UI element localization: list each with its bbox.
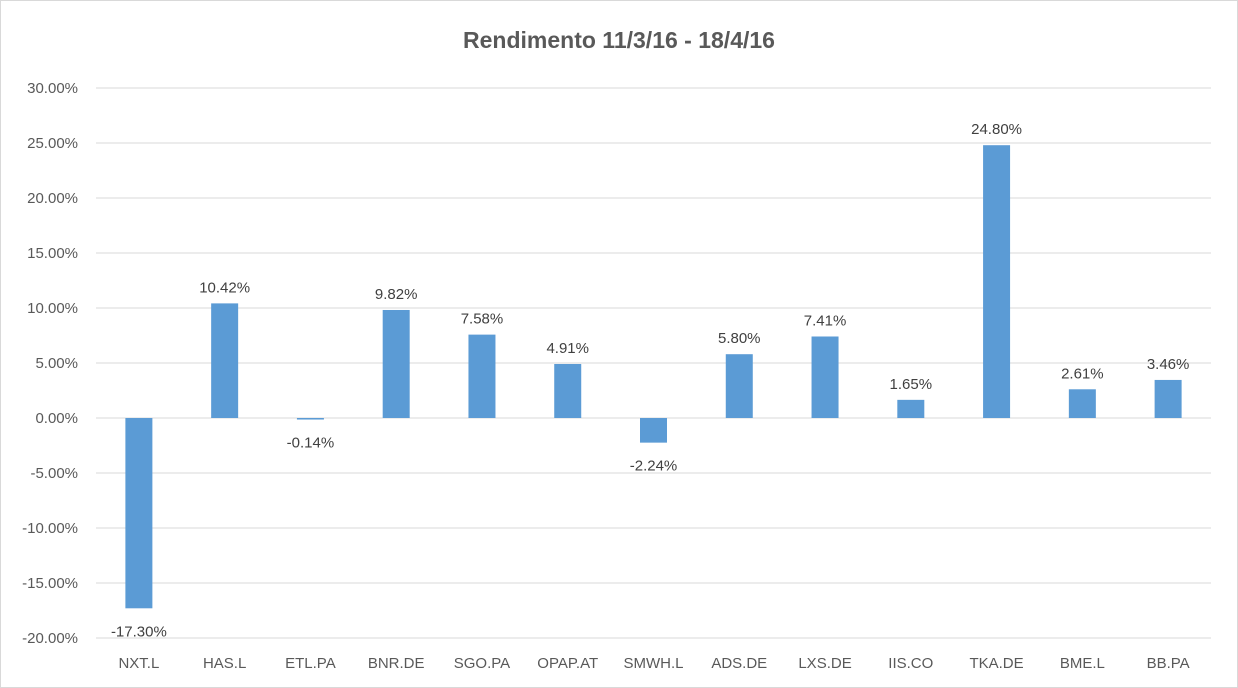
chart-title: Rendimento 11/3/16 - 18/4/16: [463, 27, 775, 53]
x-tick-label: LXS.DE: [798, 655, 851, 672]
x-tick-label: BME.L: [1060, 655, 1105, 672]
y-tick-label: 30.00%: [27, 80, 78, 97]
x-tick-label: HAS.L: [203, 655, 246, 672]
data-labels: -17.30% 10.42% -0.14% 9.82% 7.58% 4.91% -2.24%…: [111, 121, 1189, 640]
bar: [468, 334, 496, 418]
y-tick-label: 25.00%: [27, 135, 78, 152]
y-tick-label: 20.00%: [27, 190, 78, 207]
bar: [983, 145, 1011, 418]
bar: [725, 354, 753, 418]
y-tick-label: -5.00%: [30, 465, 78, 482]
y-tick-label: -20.00%: [22, 630, 78, 647]
x-tick-label: SMWH.L: [624, 655, 684, 672]
x-axis-tick-labels: NXT.L HAS.L ETL.PA BNR.DE SGO.PA OPAP.AT SMWH.…: [118, 655, 1189, 672]
gridlines: [96, 87, 1211, 639]
y-tick-label: 5.00%: [35, 355, 78, 372]
data-label: -2.24%: [630, 458, 678, 475]
data-label: -17.30%: [111, 623, 167, 640]
data-label: 4.91%: [546, 340, 589, 357]
bar: [1154, 379, 1182, 418]
x-tick-label: OPAP.AT: [537, 655, 598, 672]
x-tick-label: ADS.DE: [711, 655, 767, 672]
data-label: 1.65%: [890, 376, 933, 393]
data-label: 7.58%: [461, 311, 504, 328]
y-tick-label: -10.00%: [22, 520, 78, 537]
bar: [211, 303, 239, 418]
bar: [554, 363, 582, 418]
bar: [897, 399, 925, 418]
x-tick-label: BNR.DE: [368, 655, 425, 672]
bar: [1068, 389, 1096, 418]
data-label: 7.41%: [804, 312, 847, 329]
y-tick-label: 10.00%: [27, 300, 78, 317]
x-tick-label: NXT.L: [118, 655, 159, 672]
y-tick-label: 15.00%: [27, 245, 78, 262]
data-label: 24.80%: [971, 121, 1022, 138]
bar: [125, 418, 153, 609]
x-tick-label: ETL.PA: [285, 655, 336, 672]
data-label: -0.14%: [287, 435, 335, 452]
x-tick-label: SGO.PA: [454, 655, 510, 672]
bar: [296, 418, 324, 420]
data-label: 5.80%: [718, 330, 761, 347]
bar: [811, 336, 839, 418]
x-tick-label: BB.PA: [1147, 655, 1190, 672]
bar: [382, 309, 410, 418]
data-label: 10.42%: [199, 279, 250, 296]
bars: [125, 145, 1182, 609]
y-tick-label: -15.00%: [22, 575, 78, 592]
data-label: 3.46%: [1147, 356, 1190, 373]
y-axis-tick-labels: 30.00% 25.00% 20.00% 15.00% 10.00% 5.00% 0.00%…: [22, 80, 78, 647]
data-label: 2.61%: [1061, 365, 1104, 382]
y-tick-label: 0.00%: [35, 410, 78, 427]
x-tick-label: TKA.DE: [969, 655, 1023, 672]
x-tick-label: IIS.CO: [888, 655, 933, 672]
data-label: 9.82%: [375, 286, 418, 303]
bar: [640, 418, 667, 443]
